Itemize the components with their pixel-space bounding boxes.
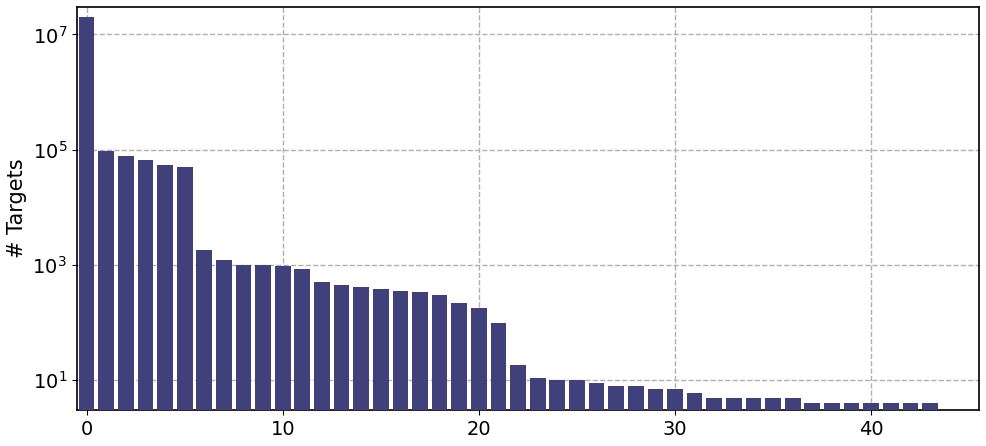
Bar	[805, 403, 820, 446]
Bar	[745, 397, 761, 446]
Y-axis label: # Targets: # Targets	[7, 159, 27, 258]
Bar	[452, 303, 467, 446]
Bar	[648, 389, 664, 446]
Bar	[176, 167, 192, 446]
Bar	[275, 266, 291, 446]
Bar	[157, 165, 173, 446]
Bar	[511, 365, 526, 446]
Bar	[608, 386, 624, 446]
Bar	[824, 403, 840, 446]
Bar	[373, 289, 388, 446]
Bar	[668, 389, 683, 446]
Bar	[99, 151, 114, 446]
Bar	[255, 265, 271, 446]
Bar	[138, 161, 153, 446]
Bar	[491, 322, 507, 446]
Bar	[628, 386, 644, 446]
Bar	[922, 403, 938, 446]
Bar	[942, 410, 957, 446]
Bar	[79, 17, 95, 446]
Bar	[432, 295, 448, 446]
Bar	[549, 380, 565, 446]
Bar	[765, 397, 781, 446]
Bar	[902, 403, 918, 446]
Bar	[471, 308, 487, 446]
Bar	[529, 378, 545, 446]
Bar	[864, 403, 880, 446]
Bar	[216, 260, 232, 446]
Bar	[196, 250, 212, 446]
Bar	[726, 397, 741, 446]
Bar	[236, 265, 251, 446]
Bar	[589, 383, 604, 446]
Bar	[353, 287, 369, 446]
Bar	[961, 421, 977, 446]
Bar	[295, 269, 311, 446]
Bar	[706, 397, 722, 446]
Bar	[844, 403, 860, 446]
Bar	[412, 292, 428, 446]
Bar	[333, 285, 349, 446]
Bar	[569, 380, 585, 446]
Bar	[785, 397, 801, 446]
Bar	[315, 282, 329, 446]
Bar	[392, 290, 408, 446]
Bar	[882, 403, 898, 446]
Bar	[687, 393, 702, 446]
Bar	[118, 156, 134, 446]
